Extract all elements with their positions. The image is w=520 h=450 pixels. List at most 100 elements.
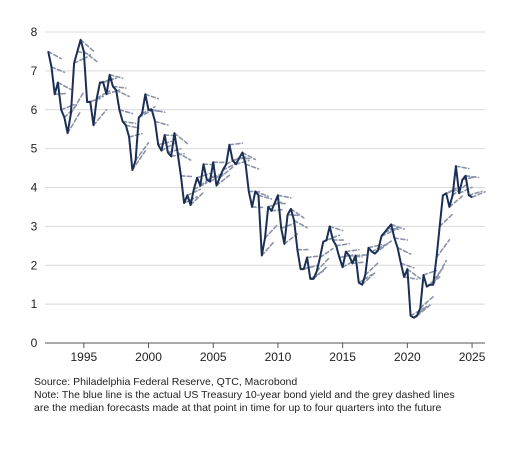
forecast-line <box>286 213 302 217</box>
forecast-line <box>260 240 276 257</box>
y-tick-label: 0 <box>31 336 38 350</box>
forecast-line <box>345 248 360 253</box>
y-tick-label: 2 <box>31 258 38 272</box>
forecast-line <box>315 256 331 272</box>
forecast-line <box>393 237 409 241</box>
forecast-line <box>416 304 431 317</box>
forecast-line <box>131 150 147 171</box>
y-tick-label: 5 <box>31 142 38 156</box>
forecast-line <box>183 196 198 204</box>
forecast-line <box>406 268 422 280</box>
forecast-line <box>134 141 150 162</box>
x-tick-label: 2020 <box>394 350 421 364</box>
forecast-line <box>270 208 286 212</box>
forecast-line <box>264 223 279 239</box>
x-tick-label: 2025 <box>459 350 486 364</box>
forecast-line <box>277 194 292 199</box>
y-tick-label: 4 <box>31 181 38 195</box>
forecast-line <box>112 85 127 89</box>
forecast-line <box>176 151 192 161</box>
forecast-line <box>154 120 169 126</box>
forecast-line <box>235 159 250 165</box>
forecast-line <box>458 186 473 195</box>
forecast-line <box>290 208 305 219</box>
forecast-line <box>471 190 486 199</box>
forecast-line <box>150 108 166 113</box>
forecast-line <box>115 89 130 98</box>
forecast-line <box>438 213 454 228</box>
forecast-line <box>105 89 121 95</box>
y-tick-label: 8 <box>31 25 38 39</box>
y-tick-label: 7 <box>31 64 38 78</box>
forecast-line <box>180 175 195 178</box>
forecast-line <box>364 261 380 276</box>
forecast-line <box>396 246 412 255</box>
forecast-line <box>422 269 438 276</box>
forecast-line <box>319 247 334 259</box>
forecast-line <box>358 273 373 284</box>
forecast-line <box>60 103 75 111</box>
forecast-line <box>361 271 376 286</box>
forecast-line <box>244 163 260 170</box>
forecast-line <box>354 254 370 257</box>
forecast-line <box>390 223 405 230</box>
x-tick-label: 2010 <box>265 350 292 364</box>
x-tick-label: 2000 <box>135 350 162 364</box>
forecast-line <box>121 120 137 125</box>
forecast-line <box>280 222 295 230</box>
x-tick-label: 1995 <box>70 350 97 364</box>
note-text-line-1: Note: The blue line is the actual US Tre… <box>34 389 455 401</box>
x-axis-ticks: 1995 2000 2005 2010 2015 2020 2025 <box>70 343 486 364</box>
chart-area: 0 1 2 3 4 5 6 7 8 1995 2000 2005 2010 2 0 1 5 2020 2025 <box>31 25 486 364</box>
y-tick-label: 6 <box>31 103 38 117</box>
forecast-line <box>257 194 273 200</box>
forecast-line <box>419 295 435 309</box>
forecast-line <box>306 255 321 259</box>
forecast-line <box>173 132 189 145</box>
forecast-line <box>92 108 108 127</box>
forecast-line <box>157 140 172 146</box>
y-tick-label: 1 <box>31 297 38 311</box>
forecast-line <box>254 190 270 198</box>
y-tick-label: 3 <box>31 219 38 233</box>
forecast-line <box>196 172 211 179</box>
forecast-line <box>380 229 396 237</box>
forecast-line <box>205 173 221 181</box>
forecast-line <box>189 191 205 206</box>
forecast-line <box>83 50 98 63</box>
forecast-line <box>377 240 392 251</box>
forecast-line <box>47 50 62 60</box>
x-tick-label: 2005 <box>200 350 227 364</box>
forecast-line <box>167 147 182 154</box>
forecast-line <box>241 151 257 161</box>
forecast-line <box>328 225 344 232</box>
forecast-line <box>293 219 308 229</box>
forecast-line <box>403 276 418 281</box>
forecast-line <box>50 66 66 74</box>
actual-line-group <box>47 38 473 319</box>
source-text: Source: Philadelphia Federal Reserve, QT… <box>34 376 298 388</box>
forecast-line <box>222 162 237 171</box>
forecast-line <box>128 132 143 138</box>
forecast-line <box>53 92 69 95</box>
forecast-line <box>468 190 483 197</box>
forecast-line <box>387 227 402 231</box>
note-text-line-2: are the median forecasts made at that po… <box>34 402 442 414</box>
chart-notes: Source: Philadelphia Federal Reserve, QT… <box>34 376 514 415</box>
forecast-line <box>118 108 134 115</box>
forecast-line <box>455 165 470 170</box>
forecast-line <box>303 264 318 270</box>
forecast-line <box>125 124 140 129</box>
forecast-line <box>57 81 72 91</box>
forecast-line <box>335 242 350 247</box>
y-axis-ticks: 0 1 2 3 4 5 6 7 8 <box>31 25 38 350</box>
forecast-line <box>383 226 399 234</box>
forecast-line <box>70 91 85 115</box>
forecast-line <box>73 56 88 64</box>
actual-yield-line <box>47 38 473 319</box>
gridlines <box>45 31 485 305</box>
forecast-line <box>409 307 425 317</box>
forecast-line <box>79 38 95 52</box>
yield-line-chart: 0 1 2 3 4 5 6 7 8 1995 2000 2005 2010 2 0 1 5 2020 2025 <box>31 25 486 364</box>
forecast-line <box>215 174 231 187</box>
